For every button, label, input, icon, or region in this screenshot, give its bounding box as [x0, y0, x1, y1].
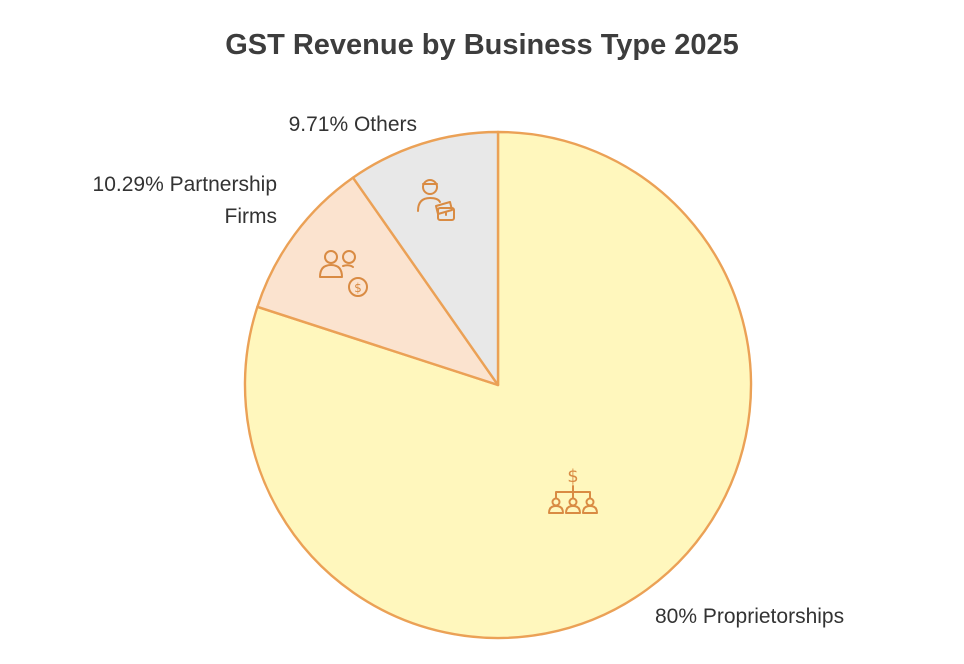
partners-dollar-icon: $ — [319, 250, 368, 297]
slice-partnership-firms — [256, 176, 500, 387]
slice-others — [351, 130, 500, 387]
label-others: 9.71% Others — [289, 113, 417, 136]
svg-text:$: $ — [567, 466, 578, 487]
label-partnership-firms-line2: Firms — [225, 205, 277, 228]
pie-slices — [243, 130, 753, 640]
chart-title: GST Revenue by Business Type 2025 — [225, 29, 739, 61]
svg-text:$: $ — [354, 281, 362, 295]
person-briefcase-icon — [417, 179, 455, 221]
slice-labels: 80% Proprietorships 10.29% Partnership F… — [93, 113, 845, 628]
hierarchy-dollar-icon: $ — [548, 466, 598, 514]
label-partnership-firms-line1: 10.29% Partnership — [93, 173, 277, 196]
label-proprietorships: 80% Proprietorships — [655, 605, 844, 628]
